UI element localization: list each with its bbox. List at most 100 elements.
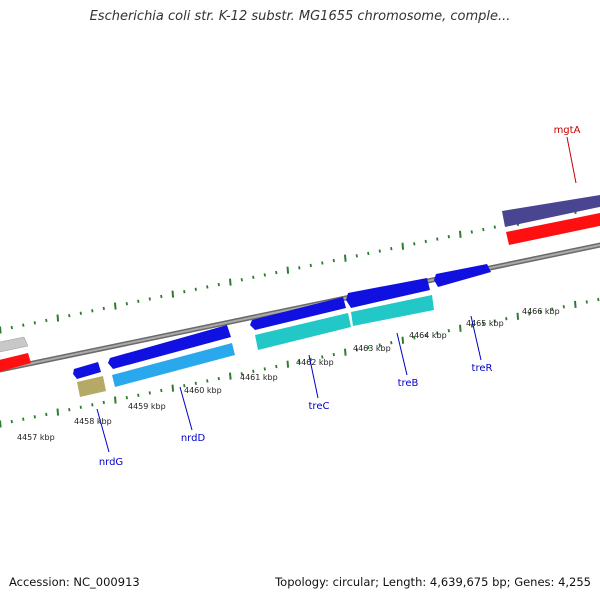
gene-label-nrdg[interactable]: nrdG: [99, 457, 123, 468]
gene-trec[interactable]: [255, 313, 351, 350]
gene-labels: mgtA nrdG nrdD treC treB treR: [99, 125, 581, 468]
scale-label: 4464 kbp: [409, 331, 447, 340]
scale-label: 4463 kbp: [353, 344, 391, 353]
scale-label: 4457 kbp: [17, 433, 55, 442]
inner-tick: [528, 312, 531, 316]
outer-tick: [240, 278, 243, 282]
gene-treb[interactable]: [351, 295, 434, 326]
scale-label: 4461 kbp: [240, 373, 278, 382]
reverse-strand-features: [73, 264, 491, 397]
inner-tick: [148, 391, 151, 395]
outer-tick: [229, 278, 232, 286]
scale-label: 4460 kbp: [184, 386, 222, 395]
inner-tick: [10, 419, 13, 424]
gene-label-nrdd[interactable]: nrdD: [181, 433, 206, 444]
outer-tick: [91, 309, 94, 313]
gene-small-blue[interactable]: [73, 362, 101, 379]
inner-tick: [240, 372, 243, 376]
outer-tick: [217, 282, 220, 287]
inner-tick: [390, 340, 393, 345]
gene-label-lines: [96, 136, 577, 453]
inner-tick: [22, 417, 25, 421]
outer-tick: [424, 239, 427, 244]
outer-tick: [160, 294, 163, 299]
gene-mgta[interactable]: [502, 195, 600, 227]
outer-tick: [355, 254, 358, 258]
outer-tick: [79, 311, 82, 315]
forward-strand-features: [0, 195, 600, 373]
outer-tick: [447, 235, 450, 239]
inner-tick: [298, 360, 301, 364]
inner-tick: [459, 324, 462, 332]
inner-tick: [183, 384, 186, 388]
gene-nrdd[interactable]: [112, 343, 235, 387]
inner-tick: [539, 309, 542, 314]
outer-tick: [367, 251, 370, 256]
inner-tick: [597, 297, 600, 302]
outer-tick: [22, 323, 25, 327]
gene-trer[interactable]: [434, 264, 491, 287]
outer-tick: [286, 266, 290, 274]
gene-label-trer[interactable]: treR: [472, 363, 493, 374]
outer-tick: [10, 325, 13, 330]
scale-labels: 4457 kbp 4458 kbp 4459 kbp 4460 kbp 4461 kbp…: [17, 307, 560, 442]
outer-tick: [436, 237, 439, 241]
inner-tick: [378, 343, 381, 347]
inner-tick: [45, 412, 48, 417]
outer-tick: [309, 263, 312, 268]
gene-label-treb[interactable]: treB: [398, 378, 419, 389]
outer-tick: [194, 287, 197, 291]
outer-tick: [390, 246, 393, 251]
inner-tick: [68, 407, 71, 412]
gene-gray-left[interactable]: [0, 336, 29, 353]
inner-tick: [344, 348, 347, 356]
inner-tick: [482, 321, 485, 326]
inner-tick: [0, 420, 2, 428]
outer-tick: [470, 230, 473, 234]
inner-tick: [436, 331, 439, 335]
inner-tick: [355, 348, 358, 352]
outer-tick: [378, 249, 381, 253]
gene-label-trec[interactable]: treC: [309, 401, 330, 412]
inner-tick: [263, 367, 266, 371]
inner-tick: [585, 300, 588, 304]
gene-red-left[interactable]: [0, 353, 31, 373]
gene-blue-3[interactable]: [346, 278, 430, 308]
outer-tick: [45, 318, 48, 323]
inner-tick: [229, 372, 232, 380]
inner-tick: [401, 336, 405, 344]
outer-tick: [56, 314, 60, 322]
inner-tick: [275, 364, 278, 369]
outer-tick: [344, 254, 347, 262]
outer-tick: [413, 242, 416, 246]
gene-blue-1[interactable]: [108, 325, 231, 369]
outer-tick: [252, 275, 255, 280]
inner-tick: [516, 312, 520, 320]
inner-tick: [194, 381, 197, 385]
inner-tick: [470, 324, 473, 328]
outer-tick: [171, 290, 175, 298]
inner-tick: [171, 384, 175, 392]
outer-tick: [102, 306, 105, 311]
outer-tick: [33, 321, 36, 325]
chromosome-backbone: [0, 242, 600, 373]
outer-tick: [183, 290, 186, 294]
gene-red-right[interactable]: [506, 213, 600, 245]
outer-tick: [459, 230, 462, 238]
scale-label: 4466 kbp: [522, 307, 560, 316]
outer-tick: [493, 225, 496, 229]
gene-blue-2[interactable]: [250, 297, 346, 330]
accession-label: Accession: NC_000913: [9, 575, 140, 589]
outer-tick: [275, 270, 278, 275]
scale-label: 4465 kbp: [466, 319, 504, 328]
inner-tick: [252, 369, 255, 374]
inner-tick: [562, 305, 565, 309]
outer-tick: [332, 258, 335, 263]
inner-tick: [367, 345, 370, 350]
gene-nrdg[interactable]: [77, 376, 106, 397]
gene-label-mgta[interactable]: mgtA: [554, 125, 581, 136]
outer-tick: [148, 297, 151, 301]
inner-tick: [217, 376, 220, 381]
outer-tick: [298, 266, 301, 270]
